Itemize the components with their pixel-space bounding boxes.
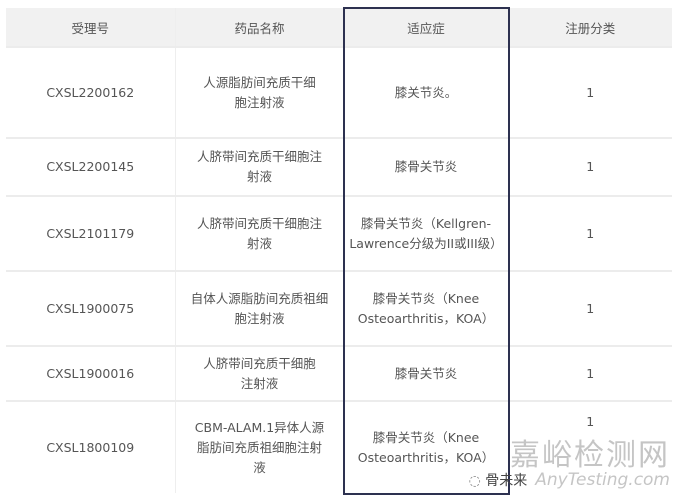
table-row: CXSL1800109 CBM-ALAM.1异体人源脂肪间充质祖细胞注射液 膝骨… bbox=[6, 400, 672, 493]
watermark-domain: AnyTesting.com bbox=[535, 470, 670, 490]
drug-name: 人脐带间充质干细胞注射液 bbox=[174, 137, 344, 196]
indication: 膝关节炎。 bbox=[343, 46, 508, 138]
indication: 膝骨关节炎（Knee Osteoarthritis，KOA） bbox=[343, 400, 508, 493]
header-indication: 适应症 bbox=[343, 8, 508, 47]
acceptance-no: CXSL1800109 bbox=[6, 400, 175, 493]
table-row: CXSL1900016 人脐带间充质干细胞注射液 膝骨关节炎 1 bbox=[6, 345, 672, 401]
registration-class: 1 bbox=[507, 137, 672, 196]
indication: 膝骨关节炎 bbox=[343, 137, 508, 196]
indication: 膝骨关节炎（Kellgren-Lawrence分级为II或III级） bbox=[343, 195, 508, 271]
watermark: 嘉峪检测网 ◌ 骨未来 AnyTesting.com bbox=[469, 441, 670, 490]
drug-name: 人脐带间充质干细胞注射液 bbox=[174, 345, 344, 401]
table-row: CXSL2200162 人源脂肪间充质干细胞注射液 膝关节炎。 1 bbox=[6, 46, 672, 138]
drug-name: 人脐带间充质干细胞注射液 bbox=[174, 195, 344, 271]
drug-name: 自体人源脂肪间充质祖细胞注射液 bbox=[174, 270, 344, 346]
registration-class: 1 bbox=[507, 195, 672, 271]
registration-class: 1 bbox=[507, 400, 672, 493]
header-registration-class: 注册分类 bbox=[507, 8, 672, 47]
account-name: 骨未来 bbox=[485, 473, 528, 489]
watermark-line: ◌ 骨未来 AnyTesting.com bbox=[469, 471, 670, 490]
header-row: 受理号 药品名称 适应症 注册分类 bbox=[6, 8, 672, 47]
registration-class: 1 bbox=[507, 345, 672, 401]
acceptance-no: CXSL2101179 bbox=[6, 195, 175, 271]
table-row: CXSL2101179 人脐带间充质干细胞注射液 膝骨关节炎（Kellgren-… bbox=[6, 195, 672, 271]
drug-name: 人源脂肪间充质干细胞注射液 bbox=[174, 46, 344, 138]
acceptance-no: CXSL1900016 bbox=[6, 345, 175, 401]
drug-registration-table: 受理号 药品名称 适应症 注册分类 CXSL2200162 人源脂肪间充质干细胞… bbox=[6, 8, 672, 493]
indication: 膝骨关节炎（Knee Osteoarthritis，KOA） bbox=[343, 270, 508, 346]
acceptance-no: CXSL1900075 bbox=[6, 270, 175, 346]
watermark-account: ◌ 骨未来 bbox=[469, 473, 528, 489]
registration-class: 1 bbox=[507, 270, 672, 346]
acceptance-no: CXSL2200162 bbox=[6, 46, 175, 138]
header-acceptance-no: 受理号 bbox=[6, 8, 175, 47]
drug-name: CBM-ALAM.1异体人源脂肪间充质祖细胞注射液 bbox=[174, 400, 344, 493]
registration-class: 1 bbox=[507, 46, 672, 138]
header-drug-name: 药品名称 bbox=[174, 8, 344, 47]
indication: 膝骨关节炎 bbox=[343, 345, 508, 401]
acceptance-no: CXSL2200145 bbox=[6, 137, 175, 196]
watermark-site: 嘉峪检测网 bbox=[510, 438, 670, 473]
table-row: CXSL1900075 自体人源脂肪间充质祖细胞注射液 膝骨关节炎（Knee O… bbox=[6, 270, 672, 346]
wechat-icon: ◌ bbox=[468, 473, 486, 489]
table-row: CXSL2200145 人脐带间充质干细胞注射液 膝骨关节炎 1 bbox=[6, 137, 672, 196]
